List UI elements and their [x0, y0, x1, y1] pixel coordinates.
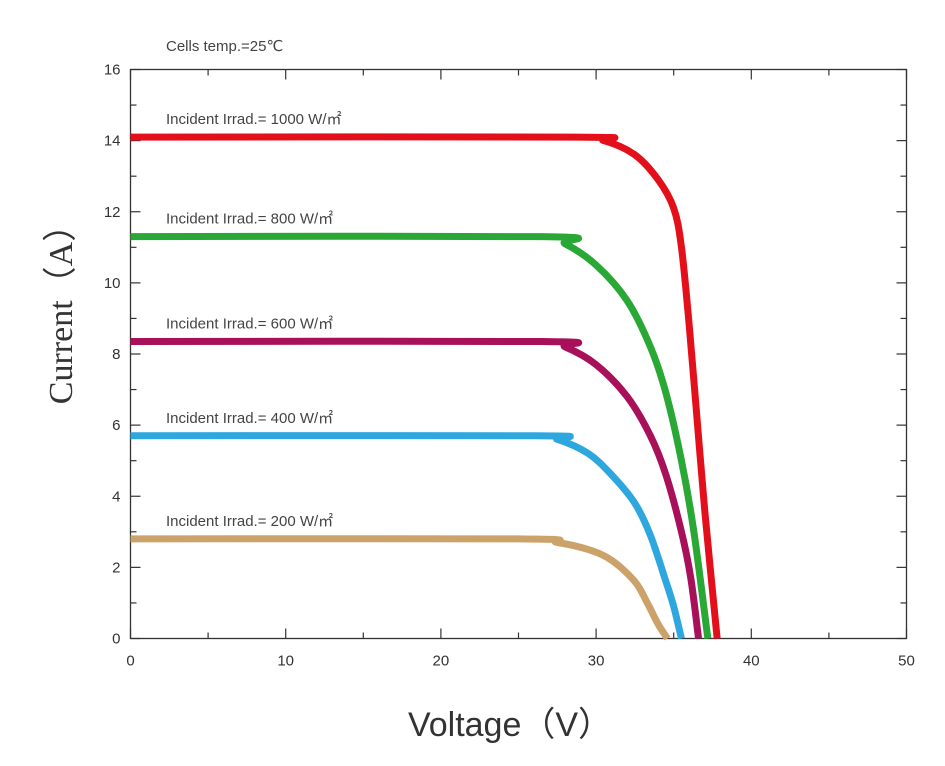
x-tick-label: 50: [898, 653, 915, 670]
x-tick-label: 40: [743, 653, 760, 670]
series-label-1: Incident Irrad.= 1000 W/㎡: [166, 111, 342, 128]
series-line-4: [130, 432, 685, 640]
series-line-5: [130, 535, 671, 641]
series-line-1: [130, 133, 721, 639]
x-tick-label: 30: [588, 653, 605, 670]
y-tick-label: 16: [104, 62, 121, 79]
x-tick-label: 0: [126, 653, 134, 670]
y-tick-label: 12: [104, 204, 121, 221]
series-label-4: Incident Irrad.= 400 W/㎡: [166, 410, 333, 427]
series-labels: Incident Irrad.= 1000 W/㎡ Incident Irrad.…: [166, 111, 342, 530]
y-tick-label: 2: [112, 559, 120, 576]
series-line-2: [130, 232, 712, 639]
series-label-3: Incident Irrad.= 600 W/㎡: [166, 316, 333, 333]
x-axis-title: Voltage（V）: [408, 706, 612, 744]
axis-ticks: [129, 68, 908, 640]
y-tick-label: 14: [104, 133, 121, 150]
cell-temperature-note: Cells temp.=25℃: [166, 38, 283, 55]
y-axis-title: Current（A）: [42, 208, 80, 404]
plot-frame: [129, 68, 908, 640]
axis-tick-labels: 0 10 20 30 40 50 0 2 4 6 8 10 12 14 16: [104, 62, 915, 670]
x-tick-label: 20: [433, 653, 450, 670]
x-tick-label: 10: [277, 653, 294, 670]
y-tick-label: 0: [112, 631, 120, 648]
y-tick-label: 8: [112, 346, 120, 363]
series-lines: [130, 133, 721, 641]
series-line-3: [130, 337, 703, 639]
series-label-5: Incident Irrad.= 200 W/㎡: [166, 513, 333, 530]
y-tick-label: 6: [112, 417, 120, 434]
y-tick-label: 4: [112, 488, 120, 505]
series-label-2: Incident Irrad.= 800 W/㎡: [166, 211, 333, 228]
y-tick-label: 10: [104, 275, 121, 292]
